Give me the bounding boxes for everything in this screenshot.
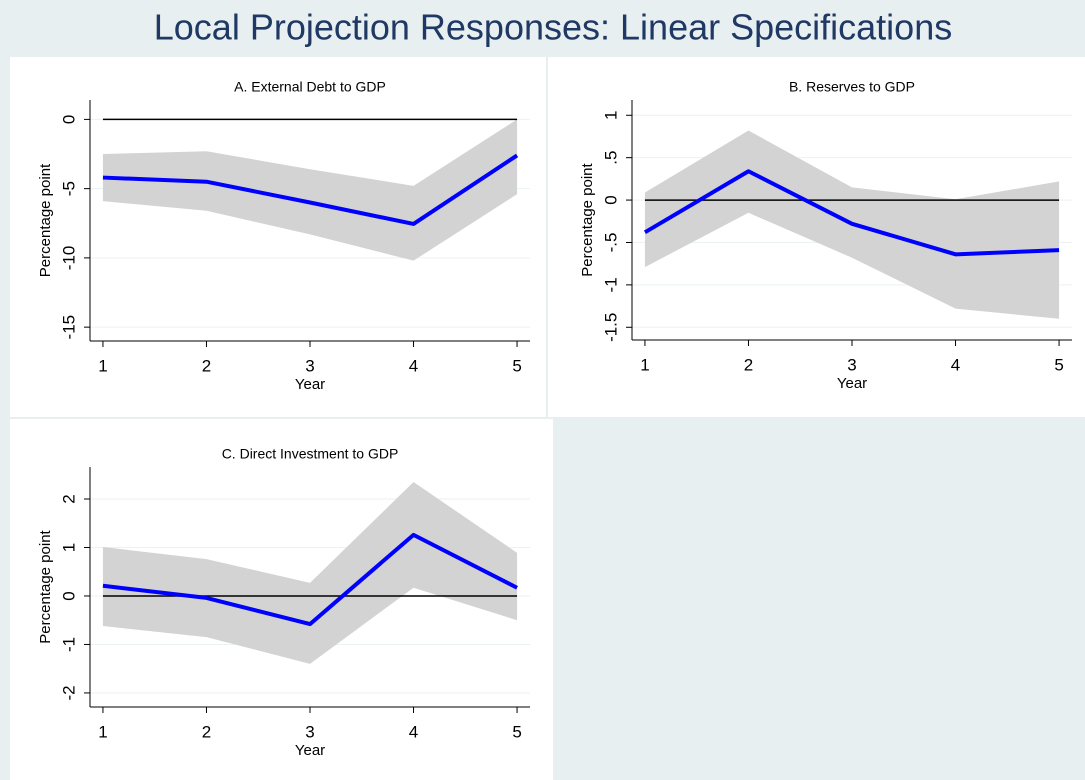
x-tick-label: 2 bbox=[202, 722, 211, 741]
y-axis-label: Percentage point bbox=[579, 162, 596, 276]
x-tick-label: 4 bbox=[951, 355, 960, 374]
y-tick-label: -10 bbox=[59, 246, 78, 271]
x-axis-label: Year bbox=[837, 375, 867, 392]
response-line bbox=[102, 532, 518, 627]
y-tick-label: -5 bbox=[59, 181, 78, 196]
y-tick-label: 2 bbox=[59, 494, 78, 503]
y-tick-label: .5 bbox=[601, 151, 620, 165]
y-tick-label: -2 bbox=[59, 685, 78, 700]
x-tick-label: 5 bbox=[1054, 355, 1063, 374]
y-tick-label: -1 bbox=[59, 637, 78, 652]
x-tick-label: 3 bbox=[305, 356, 314, 375]
x-tick-label: 4 bbox=[409, 356, 418, 375]
x-tick-label: 5 bbox=[512, 356, 521, 375]
x-tick-label: 3 bbox=[847, 355, 856, 374]
panel-title: A. External Debt to GDP bbox=[234, 79, 386, 95]
panel-bg bbox=[10, 57, 546, 417]
y-axis-label: Percentage point bbox=[37, 529, 54, 643]
response-line bbox=[643, 169, 1060, 257]
x-tick-label: 1 bbox=[98, 722, 107, 741]
x-tick-label: 4 bbox=[409, 722, 418, 741]
x-tick-label: 2 bbox=[744, 355, 753, 374]
x-tick-label: 1 bbox=[98, 356, 107, 375]
y-tick-label: 1 bbox=[601, 111, 620, 120]
x-tick-label: 2 bbox=[202, 356, 211, 375]
panel-title: C. Direct Investment to GDP bbox=[222, 446, 399, 462]
response-line bbox=[102, 153, 519, 226]
y-tick-label: 0 bbox=[59, 115, 78, 124]
confidence-band bbox=[102, 482, 518, 664]
x-tick-label: 1 bbox=[640, 355, 649, 374]
x-tick-label: 3 bbox=[305, 722, 314, 741]
y-tick-label: -1 bbox=[601, 277, 620, 292]
y-axis-label: Percentage point bbox=[37, 163, 54, 277]
y-tick-label: 0 bbox=[601, 195, 620, 204]
x-tick-label: 5 bbox=[512, 722, 521, 741]
figure-title: Local Projection Responses: Linear Speci… bbox=[154, 7, 952, 48]
x-axis-label: Year bbox=[295, 376, 325, 393]
y-tick-label: -.5 bbox=[601, 233, 620, 253]
y-tick-label: 0 bbox=[59, 591, 78, 600]
y-tick-label: -15 bbox=[59, 315, 78, 340]
y-tick-label: -1.5 bbox=[601, 313, 620, 342]
x-axis-label: Year bbox=[295, 742, 325, 759]
panel-title: B. Reserves to GDP bbox=[789, 79, 915, 95]
y-tick-label: 1 bbox=[59, 543, 78, 552]
